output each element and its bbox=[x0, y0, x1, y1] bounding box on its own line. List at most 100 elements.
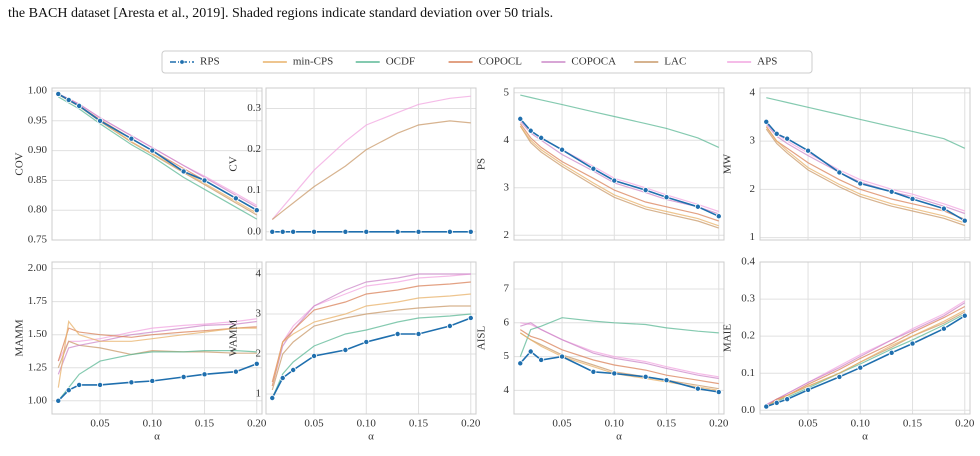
y-tick-label: 0.3 bbox=[247, 102, 261, 114]
series-marker bbox=[415, 330, 422, 337]
y-tick-label: 0.1 bbox=[247, 184, 261, 196]
series-line bbox=[765, 126, 965, 224]
series-marker bbox=[149, 147, 156, 154]
x-axis-label: α bbox=[616, 431, 622, 443]
series-marker bbox=[180, 373, 187, 380]
series-marker bbox=[415, 228, 422, 235]
series-marker bbox=[940, 205, 947, 212]
series-marker bbox=[538, 356, 545, 363]
x-tick-label: 0.20 bbox=[247, 418, 267, 430]
y-tick-label: 6 bbox=[504, 316, 510, 328]
series-line bbox=[765, 121, 966, 222]
x-axis-label: α bbox=[368, 431, 374, 443]
y-tick-label: 4 bbox=[504, 134, 510, 146]
series-marker bbox=[232, 368, 239, 375]
series-line bbox=[765, 305, 966, 408]
legend-label: OCDF bbox=[386, 56, 415, 68]
series-line bbox=[766, 309, 966, 408]
series-line bbox=[271, 317, 472, 399]
series-marker bbox=[784, 135, 791, 142]
series-line bbox=[520, 322, 719, 380]
series-marker bbox=[527, 348, 534, 355]
series-line bbox=[519, 118, 720, 218]
plot-frame bbox=[51, 87, 263, 241]
series-marker bbox=[467, 228, 474, 235]
y-tick-label: 0.80 bbox=[28, 204, 48, 216]
y-tick-label: 0.75 bbox=[28, 234, 48, 246]
series-marker bbox=[773, 399, 780, 406]
series-marker bbox=[342, 346, 349, 353]
x-tick-label: 0.15 bbox=[903, 418, 923, 430]
series-line bbox=[271, 293, 471, 387]
y-tick-label: 0.2 bbox=[247, 143, 261, 155]
series-line bbox=[58, 96, 258, 220]
series-marker bbox=[784, 396, 791, 403]
series-line bbox=[519, 329, 719, 385]
series-line bbox=[57, 350, 257, 402]
series-marker bbox=[888, 188, 895, 195]
series-marker bbox=[279, 374, 286, 381]
series-marker bbox=[663, 194, 670, 201]
series-marker bbox=[694, 385, 701, 392]
series-line bbox=[519, 350, 719, 393]
series-line bbox=[766, 97, 966, 149]
plot-frame bbox=[265, 87, 477, 241]
x-tick-label: 0.20 bbox=[461, 418, 481, 430]
y-tick-label: 0.95 bbox=[28, 114, 48, 126]
series-line bbox=[520, 94, 720, 148]
y-axis-label: CV bbox=[228, 156, 240, 171]
series-line bbox=[57, 318, 257, 362]
series-marker bbox=[517, 360, 524, 367]
y-tick-label: 2 bbox=[504, 229, 510, 241]
series-marker bbox=[467, 314, 474, 321]
series-line bbox=[765, 128, 965, 227]
x-tick-label: 0.20 bbox=[955, 418, 975, 430]
y-tick-label: 5 bbox=[504, 86, 510, 98]
series-line bbox=[271, 281, 471, 383]
series-marker bbox=[611, 177, 618, 184]
series-marker bbox=[836, 373, 843, 380]
series-marker bbox=[232, 195, 239, 202]
series-marker bbox=[909, 340, 916, 347]
series-marker bbox=[642, 373, 649, 380]
x-axis-label: α bbox=[862, 431, 868, 443]
series-group bbox=[763, 300, 968, 410]
series-marker bbox=[97, 117, 104, 124]
x-tick-label: 0.15 bbox=[409, 418, 429, 430]
series-group bbox=[763, 97, 968, 227]
series-marker bbox=[279, 228, 286, 235]
series-marker bbox=[836, 169, 843, 176]
series-line bbox=[57, 340, 257, 368]
series-marker bbox=[517, 115, 524, 122]
y-tick-label: 0.1 bbox=[741, 367, 755, 379]
series-marker bbox=[559, 146, 566, 153]
series-marker bbox=[290, 228, 297, 235]
series-marker bbox=[590, 165, 597, 172]
series-marker bbox=[590, 368, 597, 375]
series-line bbox=[271, 313, 471, 399]
series-marker bbox=[805, 386, 812, 393]
plot-frame bbox=[51, 261, 263, 415]
plot-area bbox=[266, 88, 476, 240]
series-line bbox=[58, 93, 258, 208]
plot-frame bbox=[513, 261, 725, 415]
series-marker bbox=[888, 349, 895, 356]
series-marker bbox=[763, 118, 770, 125]
series-marker bbox=[538, 134, 545, 141]
y-tick-label: 7 bbox=[504, 283, 510, 295]
x-tick-label: 0.05 bbox=[90, 418, 110, 430]
legend-label: min-CPS bbox=[293, 56, 333, 68]
y-tick-label: 0.2 bbox=[741, 330, 755, 342]
series-marker bbox=[55, 397, 62, 404]
y-tick-label: 0.3 bbox=[741, 293, 755, 305]
y-axis-label: WAMM bbox=[228, 319, 240, 356]
y-tick-label: 1.50 bbox=[28, 328, 48, 340]
series-line bbox=[519, 332, 719, 390]
series-marker bbox=[253, 360, 260, 367]
series-line bbox=[519, 317, 719, 357]
y-axis-label: MW bbox=[722, 153, 734, 174]
x-tick-label: 0.10 bbox=[851, 418, 871, 430]
series-marker bbox=[363, 338, 370, 345]
series-marker bbox=[394, 330, 401, 337]
